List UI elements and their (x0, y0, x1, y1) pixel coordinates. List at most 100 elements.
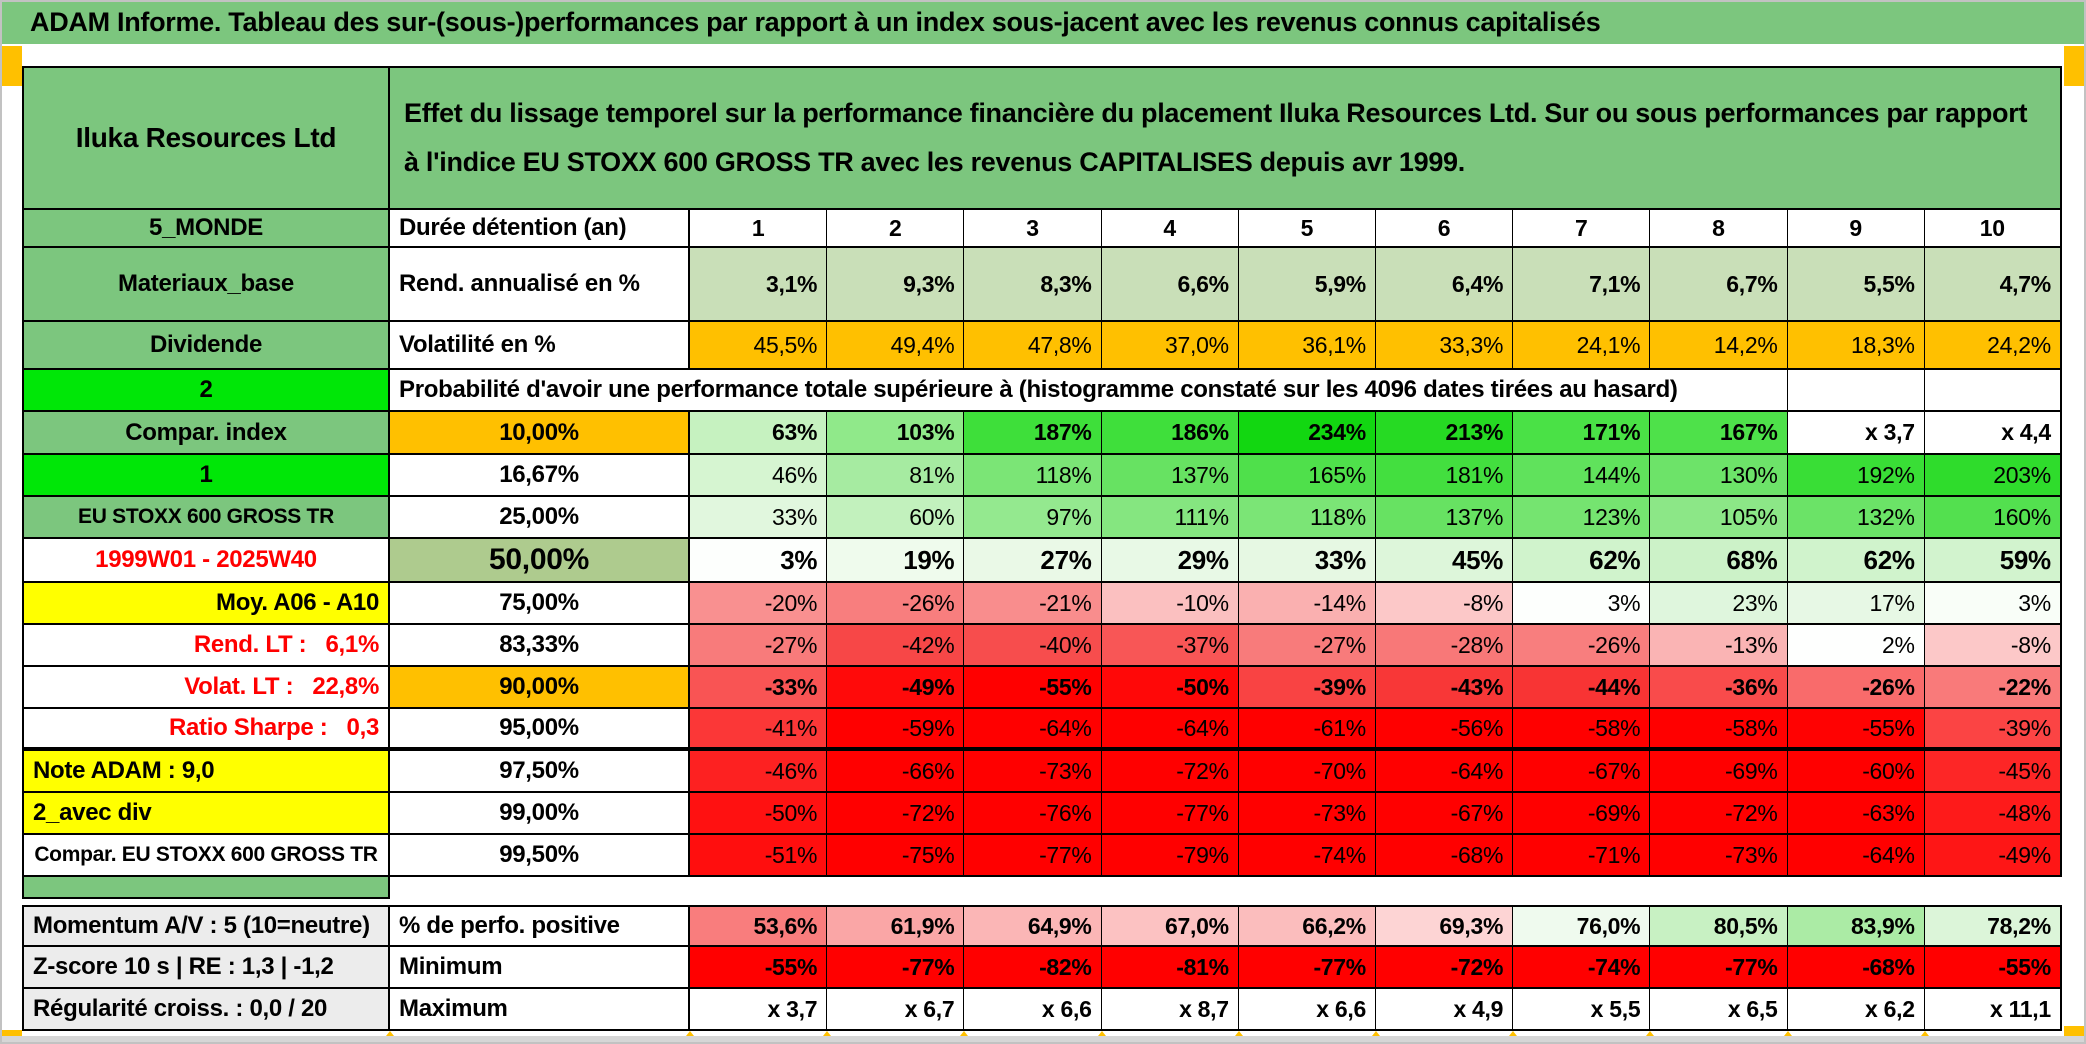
data-cell[interactable]: 8 (1650, 210, 1788, 248)
data-cell[interactable]: 187% (964, 412, 1102, 455)
data-cell[interactable]: -81% (1101, 947, 1239, 989)
data-cell[interactable]: -51% (690, 835, 828, 877)
data-cell[interactable]: -63% (1787, 793, 1925, 835)
data-cell[interactable]: 18,3% (1787, 322, 1925, 370)
data-cell[interactable]: x 5,5 (1513, 989, 1651, 1031)
data-cell[interactable]: 192% (1787, 455, 1925, 497)
data-cell[interactable]: -71% (1513, 835, 1651, 877)
row-label-cell[interactable]: Materiaux_base (22, 248, 390, 322)
row-label-cell[interactable]: 5_MONDE (22, 210, 390, 248)
data-cell[interactable]: x 6,6 (964, 989, 1102, 1031)
data-cell[interactable]: x 6,5 (1650, 989, 1788, 1031)
data-cell[interactable]: -66% (827, 751, 965, 793)
data-cell[interactable]: -77% (827, 947, 965, 989)
data-cell[interactable]: -39% (1238, 667, 1376, 709)
row-label-cell[interactable]: EU STOXX 600 GROSS TR (22, 497, 390, 539)
data-cell[interactable]: -40% (964, 625, 1102, 667)
data-cell[interactable]: -56% (1375, 709, 1514, 751)
row-label-cell[interactable]: Moy. A06 - A10 (22, 583, 390, 625)
data-cell[interactable]: 24,1% (1513, 322, 1651, 370)
data-cell[interactable]: 167% (1650, 412, 1788, 455)
data-cell[interactable]: -36% (1650, 667, 1788, 709)
data-cell[interactable]: -55% (1924, 947, 2062, 989)
threshold-cell[interactable]: 99,00% (390, 793, 690, 835)
threshold-cell[interactable]: 16,67% (390, 455, 690, 497)
data-cell[interactable]: 63% (690, 412, 828, 455)
data-cell[interactable]: 3% (690, 539, 828, 583)
data-cell[interactable]: -77% (964, 835, 1102, 877)
data-cell[interactable]: 97% (964, 497, 1102, 539)
data-cell[interactable]: 47,8% (964, 322, 1102, 370)
data-cell[interactable]: 23% (1650, 583, 1788, 625)
data-cell[interactable]: 3% (1924, 583, 2062, 625)
row-label-cell[interactable]: 2 (22, 370, 390, 412)
data-cell[interactable]: -21% (964, 583, 1102, 625)
row-label-cell[interactable]: 1999W01 - 2025W40 (22, 539, 390, 583)
data-cell[interactable]: 171% (1513, 412, 1651, 455)
data-cell[interactable]: 67,0% (1101, 905, 1239, 947)
data-cell[interactable]: -77% (1238, 947, 1376, 989)
data-cell[interactable]: -44% (1513, 667, 1651, 709)
data-cell[interactable]: -58% (1513, 709, 1651, 751)
data-cell[interactable]: x 8,7 (1101, 989, 1239, 1031)
data-cell[interactable]: 64,9% (964, 905, 1102, 947)
data-cell[interactable]: 69,3% (1375, 905, 1514, 947)
data-cell[interactable]: 6 (1375, 210, 1514, 248)
threshold-cell[interactable]: 99,50% (390, 835, 690, 877)
data-cell[interactable]: 68% (1650, 539, 1788, 583)
security-name-cell[interactable]: Iluka Resources Ltd (22, 66, 390, 210)
data-cell[interactable]: 62% (1513, 539, 1651, 583)
data-cell[interactable]: 3 (964, 210, 1102, 248)
row-label-cell[interactable]: Régularité croiss. : 0,0 / 20 (22, 989, 390, 1031)
data-cell[interactable]: -33% (690, 667, 828, 709)
data-cell[interactable]: 61,9% (827, 905, 965, 947)
row-label-cell[interactable]: Volat. LT : 22,8% (22, 667, 390, 709)
data-cell[interactable]: -77% (1101, 793, 1239, 835)
data-cell[interactable]: -74% (1513, 947, 1651, 989)
data-cell[interactable]: -55% (1787, 709, 1925, 751)
data-cell[interactable]: -55% (690, 947, 828, 989)
data-cell[interactable]: -28% (1375, 625, 1514, 667)
threshold-cell[interactable]: 75,00% (390, 583, 690, 625)
data-cell[interactable]: -74% (1238, 835, 1376, 877)
data-cell[interactable]: x 3,7 (1787, 412, 1925, 455)
data-cell[interactable]: -76% (964, 793, 1102, 835)
threshold-cell[interactable]: 95,00% (390, 709, 690, 751)
data-cell[interactable]: -67% (1513, 751, 1651, 793)
data-cell[interactable]: 14,2% (1650, 322, 1788, 370)
data-cell[interactable]: 3% (1513, 583, 1651, 625)
row-label-cell[interactable]: Momentum A/V : 5 (10=neutre) (22, 905, 390, 947)
data-cell[interactable]: 6,4% (1375, 248, 1514, 322)
data-cell[interactable]: 78,2% (1924, 905, 2062, 947)
data-cell[interactable]: 37,0% (1101, 322, 1239, 370)
data-cell[interactable]: 4 (1101, 210, 1239, 248)
data-cell[interactable]: -26% (1513, 625, 1651, 667)
data-cell[interactable]: 181% (1375, 455, 1514, 497)
data-cell[interactable]: -10% (1101, 583, 1239, 625)
data-cell[interactable]: 118% (964, 455, 1102, 497)
row-label-cell[interactable]: Rend. LT : 6,1% (22, 625, 390, 667)
data-cell[interactable]: 4,7% (1924, 248, 2062, 322)
data-cell[interactable]: -72% (1101, 751, 1239, 793)
data-cell[interactable]: 103% (827, 412, 965, 455)
span-header-cell[interactable]: Probabilité d'avoir une performance tota… (390, 370, 1788, 412)
data-cell[interactable]: -68% (1375, 835, 1514, 877)
data-cell[interactable]: 19% (827, 539, 965, 583)
data-cell[interactable]: -49% (1924, 835, 2062, 877)
data-cell[interactable]: 7,1% (1513, 248, 1651, 322)
analysis-description-cell[interactable]: Effet du lissage temporel sur la perform… (390, 66, 2062, 210)
data-cell[interactable]: 27% (964, 539, 1102, 583)
data-cell[interactable]: -72% (1375, 947, 1514, 989)
row-label-cell[interactable]: Dividende (22, 322, 390, 370)
data-cell[interactable]: 213% (1375, 412, 1514, 455)
data-cell[interactable]: 83,9% (1787, 905, 1925, 947)
data-cell[interactable]: -77% (1650, 947, 1788, 989)
data-cell[interactable]: 6,6% (1101, 248, 1239, 322)
data-cell[interactable]: 45,5% (690, 322, 828, 370)
data-cell[interactable]: -55% (964, 667, 1102, 709)
data-cell[interactable]: 36,1% (1238, 322, 1376, 370)
data-cell[interactable]: 8,3% (964, 248, 1102, 322)
data-cell[interactable]: -46% (690, 751, 828, 793)
data-cell[interactable]: 9 (1787, 210, 1925, 248)
threshold-cell[interactable]: 50,00% (390, 539, 690, 583)
